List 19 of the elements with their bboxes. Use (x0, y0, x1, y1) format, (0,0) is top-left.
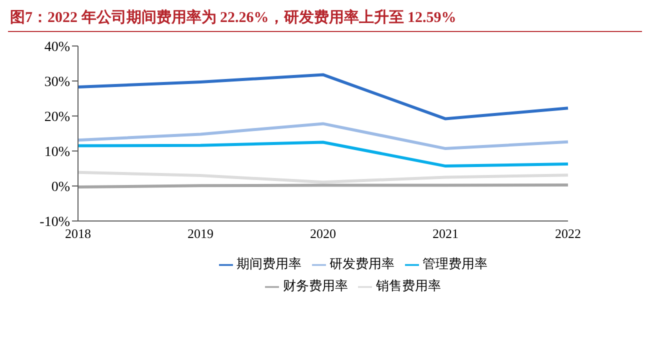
x-tick-label: 2019 (188, 226, 214, 242)
legend-label: 销售费用率 (376, 278, 441, 293)
x-tick-label: 2020 (310, 226, 336, 242)
line-series (76, 73, 570, 120)
line-series (76, 140, 570, 168)
y-tick-label: 30% (44, 74, 70, 90)
line-series (76, 170, 570, 184)
chart-title: 图7：2022 年公司期间费用率为 22.26%，研发费用率上升至 12.59% (8, 8, 642, 32)
y-tick-label: 40% (44, 40, 70, 55)
x-tick-label: 2021 (432, 226, 458, 242)
y-tick-label: 20% (44, 110, 70, 125)
legend-label: 管理费用率 (422, 256, 488, 271)
legend-label: 财务费用率 (283, 278, 348, 293)
legend-label: 研发费用率 (330, 256, 394, 271)
legend-label: 期间费用率 (236, 256, 302, 271)
y-tick-label: 0% (51, 180, 70, 195)
y-tick-label: 10% (44, 144, 70, 160)
x-tick-label: 2022 (555, 226, 581, 242)
line-series (76, 122, 570, 150)
